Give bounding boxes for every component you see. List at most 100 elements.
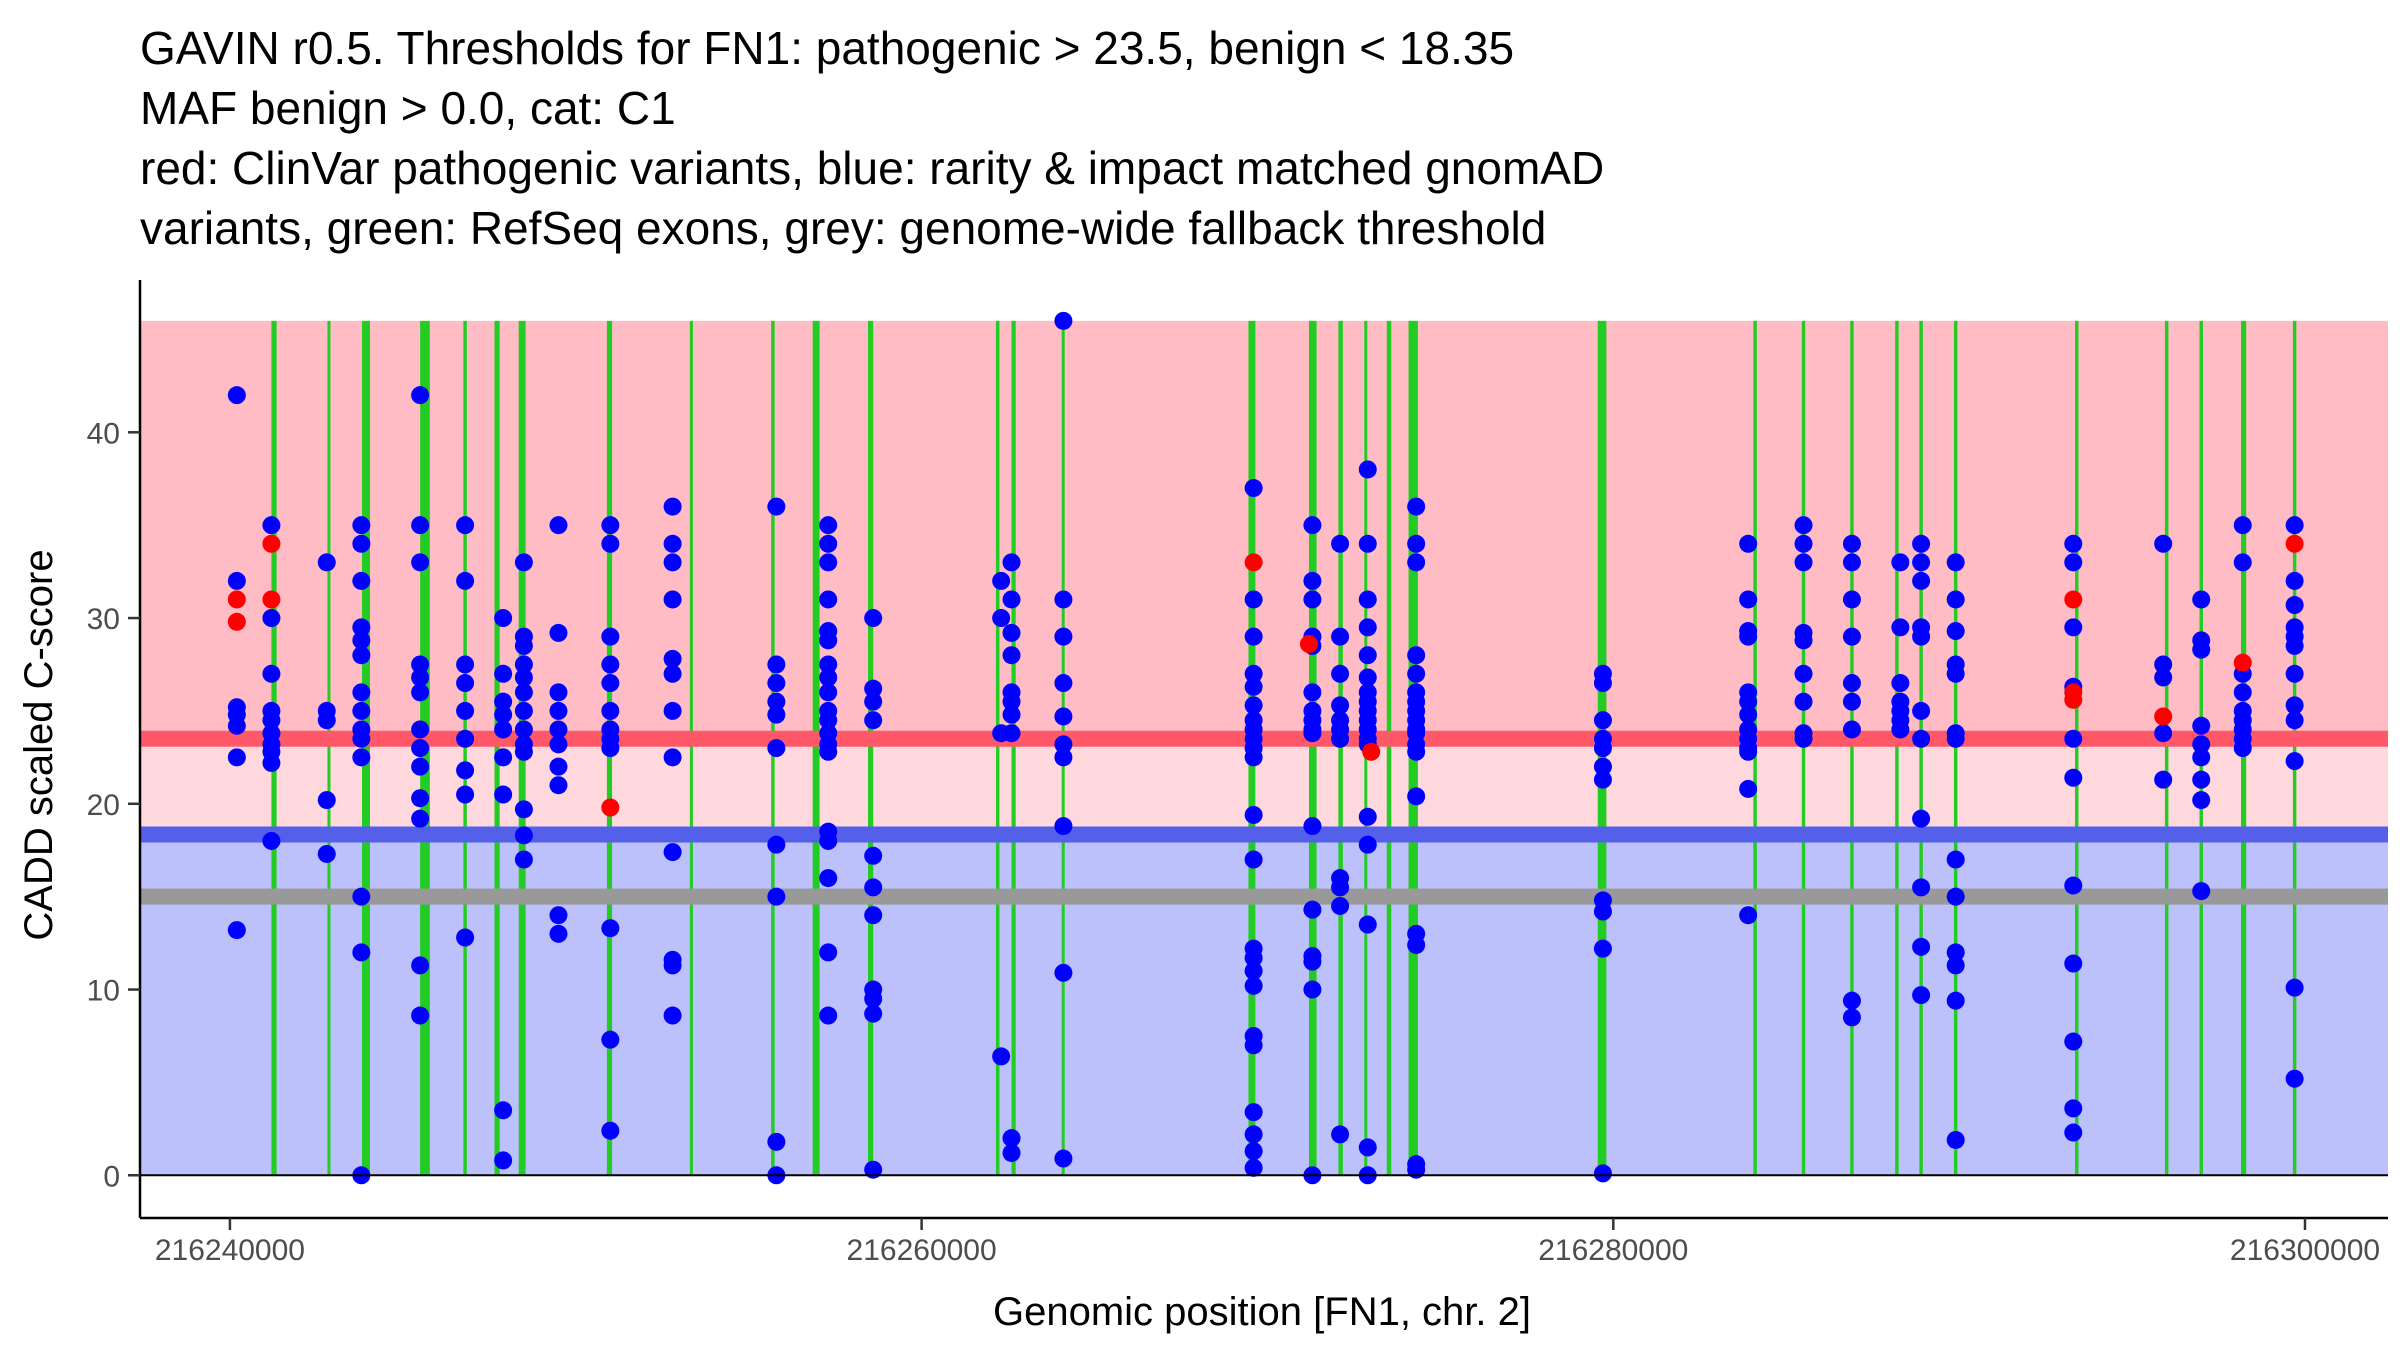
exon-line [327, 320, 331, 1176]
gnomad-point [601, 1121, 620, 1140]
gnomad-point [1244, 590, 1263, 609]
gnomad-point [514, 683, 533, 702]
gnomad-point [1407, 935, 1426, 954]
gnomad-point [1244, 976, 1263, 995]
gnomad-point [1407, 664, 1426, 683]
gnomad-point [2285, 571, 2304, 590]
gnomad-point [549, 735, 568, 754]
gnomad-point [1331, 696, 1350, 715]
gnomad-point [1303, 571, 1322, 590]
gnomad-point [1946, 991, 1965, 1010]
gnomad-point [1946, 850, 1965, 869]
gnomad-point [1842, 692, 1861, 711]
gnomad-point [1593, 739, 1612, 758]
gnomad-point [317, 711, 336, 730]
y-axis-label: CADD scaled C-score [17, 549, 61, 940]
gnomad-point [864, 846, 883, 865]
gnomad-point [411, 683, 430, 702]
gnomad-point [601, 534, 620, 553]
gnomad-point [411, 739, 430, 758]
gnomad-point [514, 701, 533, 720]
gnomad-point [352, 683, 371, 702]
gnomad-point [1303, 590, 1322, 609]
gnomad-point [456, 674, 475, 693]
gnomad-point [456, 655, 475, 674]
y-tick-label: 20 [87, 789, 120, 822]
gnomad-point [1593, 711, 1612, 730]
clinvar-point [2285, 534, 2304, 553]
gnomad-point [1244, 664, 1263, 683]
gnomad-point [456, 785, 475, 804]
gnomad-point [2233, 683, 2252, 702]
exon-line [1953, 320, 1958, 1176]
gnomad-point [1303, 817, 1322, 836]
gnomad-point [1946, 943, 1965, 962]
gnomad-point [864, 878, 883, 897]
x-tick-label: 216240000 [155, 1234, 305, 1267]
gnomad-point [1407, 1160, 1426, 1179]
gnomad-point [411, 956, 430, 975]
clinvar-point [2064, 590, 2083, 609]
gnomad-point [819, 742, 838, 761]
exon-line [494, 320, 500, 1176]
gnomad-point [1912, 571, 1931, 590]
gnomad-point [262, 664, 281, 683]
gnomad-point [1407, 534, 1426, 553]
gnomad-point [549, 924, 568, 943]
gnomad-point [1358, 460, 1377, 479]
gnomad-point [2233, 516, 2252, 535]
exon-line [812, 320, 820, 1176]
gnomad-point [227, 921, 246, 940]
gnomad-point [352, 534, 371, 553]
gnomad-point [1407, 787, 1426, 806]
gnomad-point [1407, 646, 1426, 665]
gnomad-point [494, 609, 513, 628]
gnomad-point [262, 831, 281, 850]
clinvar-point [227, 590, 246, 609]
gnomad-point [1593, 1164, 1612, 1183]
gnomad-point [1842, 590, 1861, 609]
gnomad-point [2192, 791, 2211, 810]
gnomad-point [2285, 711, 2304, 730]
gnomad-point [227, 716, 246, 735]
gnomad-point [456, 516, 475, 535]
gnomad-point [864, 1004, 883, 1023]
gnomad-point [767, 1132, 786, 1151]
gnomad-point [317, 791, 336, 810]
gnomad-point [456, 701, 475, 720]
gnomad-point [1331, 878, 1350, 897]
gnomad-point [2285, 664, 2304, 683]
gnomad-point [767, 692, 786, 711]
gnomad-point [1054, 1149, 1073, 1168]
gnomad-point [317, 844, 336, 863]
gnomad-point [601, 701, 620, 720]
gnomad-point [1891, 618, 1910, 637]
clinvar-point [2154, 707, 2173, 726]
gnomad-point [1407, 742, 1426, 761]
gnomad-point [262, 753, 281, 772]
gnomad-point [663, 1006, 682, 1025]
gnomad-point [1054, 707, 1073, 726]
gnomad-point [352, 729, 371, 748]
gnomad-point [1303, 952, 1322, 971]
gnomad-point [494, 720, 513, 739]
gnomad-point [514, 668, 533, 687]
gnomad-point [1946, 887, 1965, 906]
gnomad-point [1842, 720, 1861, 739]
gnomad-point [819, 943, 838, 962]
gnomad-point [1946, 956, 1965, 975]
gnomad-point [1358, 534, 1377, 553]
gnomad-point [2154, 770, 2173, 789]
exon-line [1895, 320, 1899, 1176]
gnomad-point [1946, 1130, 1965, 1149]
gnomad-point [819, 711, 838, 730]
gnomad-point [992, 1047, 1011, 1066]
gnomad-point [1244, 1125, 1263, 1144]
x-tick-label: 216300000 [2230, 1234, 2380, 1267]
gnomad-point [1244, 1036, 1263, 1055]
gnomad-point [601, 655, 620, 674]
gnomad-point [1946, 729, 1965, 748]
gnomad-point [1002, 705, 1021, 724]
gnomad-point [663, 748, 682, 767]
axes [138, 280, 2388, 1220]
